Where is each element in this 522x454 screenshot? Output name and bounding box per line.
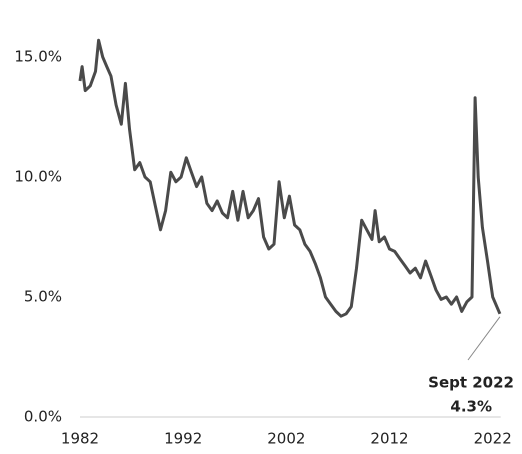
annotation: 4.3% <box>450 398 492 416</box>
line <box>78 38 502 318</box>
y-tick-label: 15.0% <box>14 48 62 66</box>
x-tick-label: 2022 <box>474 430 512 448</box>
annotation-leader <box>467 316 501 361</box>
x-tick-label: 2002 <box>267 430 305 448</box>
x-tick-label: 2012 <box>370 430 408 448</box>
y-tick-label: 0.0% <box>24 408 62 426</box>
annotation: Sept 2022 <box>428 374 514 392</box>
y-tick-label: 10.0% <box>14 168 62 186</box>
x-tick-label: 1982 <box>61 430 99 448</box>
x-tick-label: 1992 <box>164 430 202 448</box>
y-tick-label: 5.0% <box>24 288 62 306</box>
